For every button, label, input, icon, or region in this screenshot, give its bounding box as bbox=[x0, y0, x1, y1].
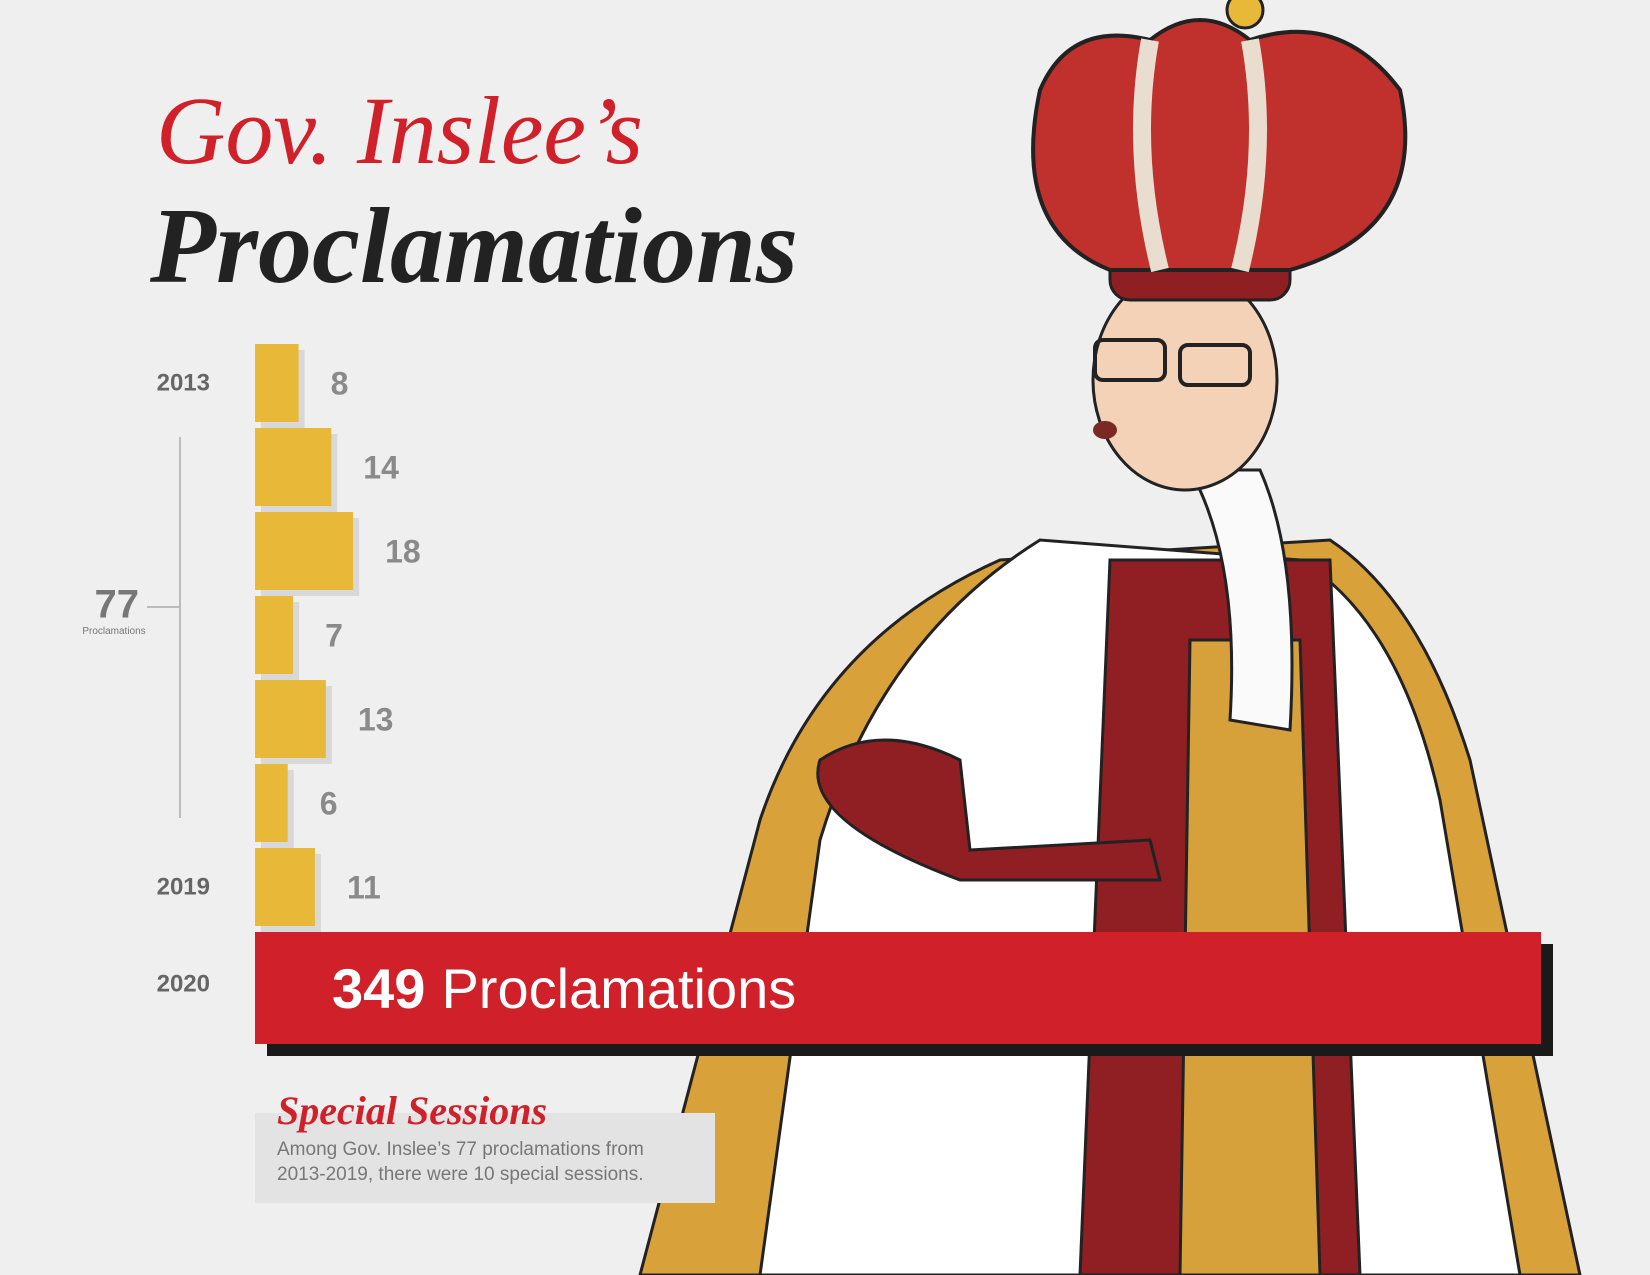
value-label: 8 bbox=[331, 365, 349, 401]
note-title: Special Sessions bbox=[277, 1088, 547, 1133]
value-label: 11 bbox=[347, 869, 381, 905]
y-tick-label: 2019 bbox=[157, 873, 210, 900]
bar bbox=[255, 344, 299, 422]
value-label: 14 bbox=[363, 449, 399, 485]
y-tick-label: 2013 bbox=[157, 369, 210, 396]
bar bbox=[255, 596, 294, 674]
highlight-text: 349 Proclamations bbox=[332, 957, 796, 1020]
highlight-label: Proclamations bbox=[441, 957, 796, 1020]
value-label: 6 bbox=[320, 785, 338, 821]
bar bbox=[255, 764, 288, 842]
note-line: Among Gov. Inslee’s 77 proclamations fro… bbox=[277, 1139, 644, 1160]
value-label: 18 bbox=[385, 533, 421, 569]
y-tick-label: 2020 bbox=[157, 970, 210, 997]
total-label: Proclamations bbox=[82, 626, 145, 637]
value-label: 13 bbox=[358, 701, 394, 737]
chart-subtitle: Proclamations bbox=[149, 187, 798, 306]
value-label: 7 bbox=[325, 617, 343, 653]
bar bbox=[255, 512, 354, 590]
note-box bbox=[255, 1113, 715, 1203]
chart-title: Gov. Inslee’s bbox=[156, 77, 643, 184]
bar bbox=[255, 428, 332, 506]
note-line: 2013-2019, there were 10 special session… bbox=[277, 1164, 644, 1185]
total-value: 77 bbox=[95, 583, 140, 627]
bar bbox=[255, 680, 326, 758]
highlight-value: 349 bbox=[332, 957, 425, 1020]
bar bbox=[255, 848, 315, 926]
highlight-bar bbox=[255, 932, 1541, 1044]
king-illustration bbox=[638, 0, 1582, 1275]
